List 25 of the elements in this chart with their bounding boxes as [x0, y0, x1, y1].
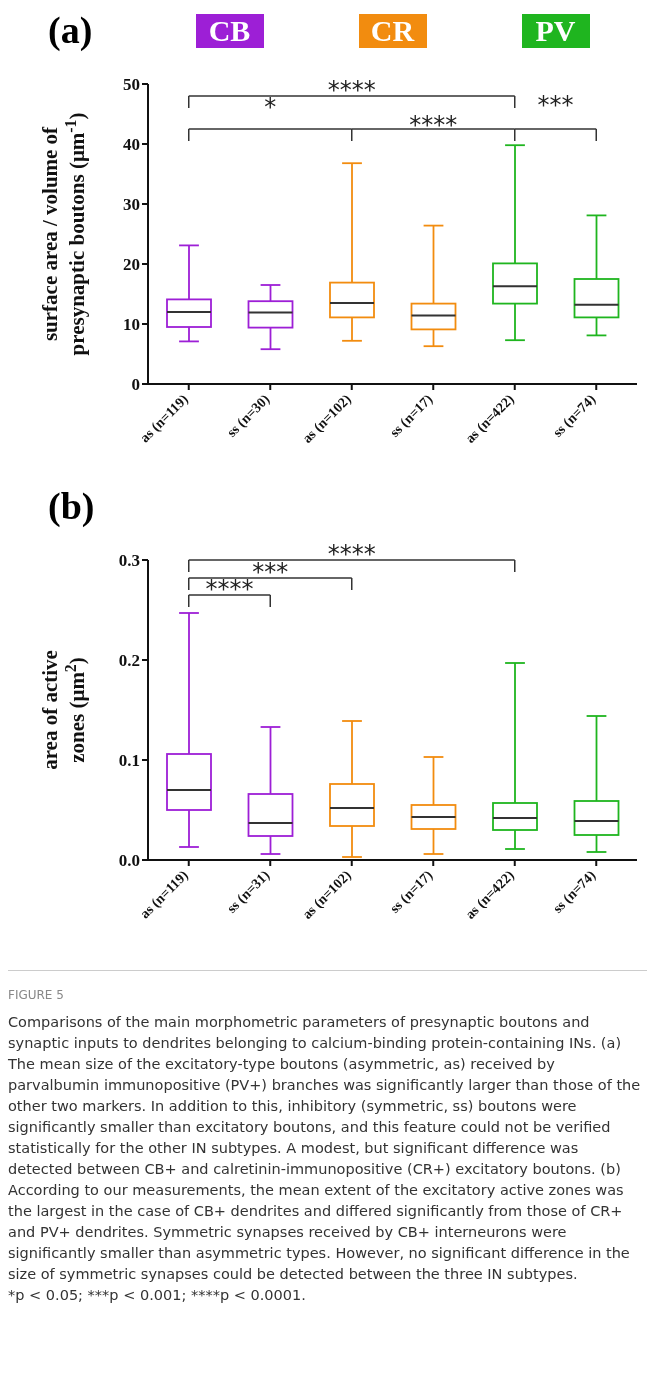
- y-tick-label: 0: [131, 375, 140, 395]
- y-tick-label: 0.0: [118, 851, 140, 871]
- y-tick-label: 0.3: [118, 551, 140, 571]
- chart-title: (a): [48, 8, 93, 52]
- y-tick-label: 40: [123, 135, 140, 155]
- annotation: ****: [409, 111, 458, 139]
- y-tick-label: 0.1: [118, 751, 140, 771]
- text: CB: [195, 14, 264, 48]
- caption: FIGURE 5: [8, 987, 65, 1004]
- annotation: ***: [252, 558, 289, 586]
- y-tick-label: 30: [123, 195, 140, 215]
- text: PV: [521, 14, 590, 48]
- text: *p < 0.05; ***p < 0.001; ****p < 0.0001.: [8, 1286, 307, 1305]
- annotation: ****: [327, 540, 376, 568]
- annotation: *: [264, 93, 277, 121]
- text: Comparisons of the main morphometric parameters of presynaptic boutons and synaptic inputs to dendrites belonging to calcium-binding protein-containing INs. (a) The mean size of the excitatory-type boutons (asymmetric, as) received by parvalbumin immunopositive (PV+) branches was significantly larger than those of the other two markers. In addition to this, inhibitory (symmetric, ss) boutons were significantly smaller than excitatory boutons, and this feature could not be verified statistically for the other IN subtypes. A modest, but significant difference was detected between CB+ and calretinin-immunopositive (CR+) excitatory boutons. (b) According to our measurements, the mean extent of the excitatory active zones was the largest in the case of CB+ dendrites and differed significantly from those of CR+ and PV+ dendrites. Symmetric synapses received by CB+ interneurons were significantly smaller than asymmetric types. However, no significant difference in the size of symmetric synapses could be detected between the three IN subtypes.: [8, 1014, 641, 1282]
- y-tick-label: 50: [123, 75, 140, 95]
- y-tick-label: 20: [123, 255, 140, 275]
- y-tick-label: 0.2: [118, 651, 140, 671]
- chart-title: (b): [48, 484, 95, 528]
- annotation: ****: [327, 76, 376, 104]
- y-tick-label: 10: [123, 315, 140, 335]
- annotation: ***: [537, 91, 574, 119]
- annotation: ****: [205, 575, 254, 604]
- text: CR: [358, 14, 427, 48]
